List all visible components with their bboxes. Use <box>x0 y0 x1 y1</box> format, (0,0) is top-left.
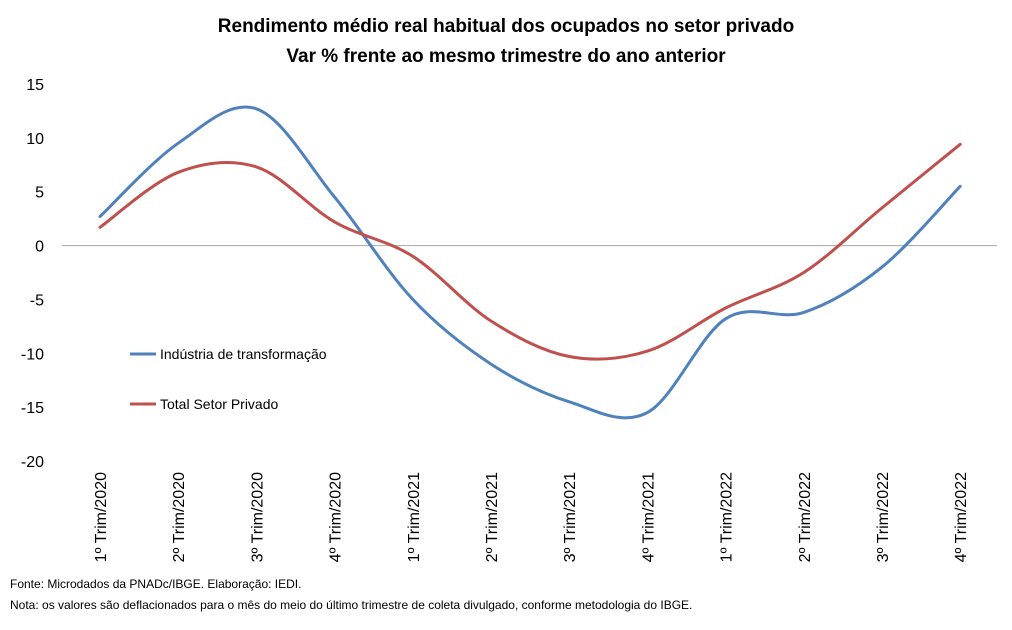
x-tick-label: 2º Trim/2022 <box>797 472 814 562</box>
x-tick-label: 1º Trim/2021 <box>406 472 423 562</box>
legend: Indústria de transformação Total Setor Pr… <box>130 346 327 412</box>
x-tick-label: 1º Trim/2022 <box>719 472 736 562</box>
series-lines <box>98 105 962 420</box>
y-tick-label: -20 <box>21 454 44 471</box>
y-tick-label: 5 <box>35 185 44 202</box>
legend-label-total-setor-privado: Total Setor Privado <box>160 396 278 412</box>
x-tick-label: 4º Trim/2021 <box>640 472 657 562</box>
series-line-total-setor-privado <box>98 142 962 361</box>
chart-title: Rendimento médio real habitual dos ocupa… <box>218 16 794 37</box>
x-tick-label: 4º Trim/2022 <box>953 472 970 562</box>
y-tick-label: 15 <box>26 77 44 94</box>
source-note: Fonte: Microdados da PNADc/IBGE. Elabora… <box>10 577 301 591</box>
legend-label-industria-de-transformacao: Indústria de transformação <box>160 346 327 362</box>
y-tick-label: -15 <box>21 400 44 417</box>
x-tick-label: 3º Trim/2021 <box>562 472 579 562</box>
x-tick-label: 2º Trim/2020 <box>171 472 188 562</box>
methodology-note: Nota: os valores são deflacionados para … <box>10 598 692 612</box>
y-tick-label: 0 <box>35 239 44 256</box>
x-tick-label: 2º Trim/2021 <box>484 472 501 562</box>
x-tick-label: 3º Trim/2022 <box>875 472 892 562</box>
y-tick-label: -10 <box>21 346 44 363</box>
y-tick-label: -5 <box>30 292 44 309</box>
series-line-industria-de-transformacao <box>98 105 962 420</box>
x-tick-label: 1º Trim/2020 <box>93 472 110 562</box>
x-tick-label: 3º Trim/2020 <box>249 472 266 562</box>
y-axis-ticks: 15 10 5 0 -5 -10 -15 -20 <box>21 77 44 471</box>
chart-subtitle: Var % frente ao mesmo trimestre do ano a… <box>286 46 726 67</box>
x-tick-label: 4º Trim/2020 <box>328 472 345 562</box>
x-axis-ticks: 1º Trim/2020 2º Trim/2020 3º Trim/2020 4º T… <box>93 472 970 562</box>
y-tick-label: 10 <box>26 131 44 148</box>
